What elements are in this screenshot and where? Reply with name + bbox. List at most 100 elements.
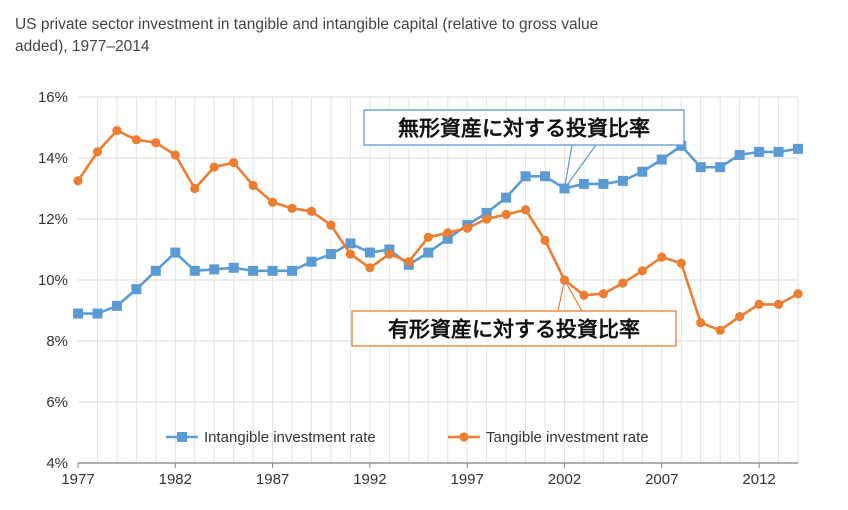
callout-pointer — [557, 279, 566, 312]
data-point-tangible — [306, 206, 317, 216]
data-point-tangible — [131, 135, 141, 145]
data-point-tangible — [482, 214, 492, 224]
data-point-intangible — [325, 249, 336, 260]
data-point-intangible — [578, 178, 589, 189]
data-point-tangible — [170, 150, 180, 160]
data-point-tangible — [637, 266, 647, 276]
y-tick-label: 14% — [38, 150, 68, 167]
data-point-tangible — [404, 257, 414, 267]
data-point-intangible — [695, 162, 706, 173]
data-point-tangible — [462, 223, 472, 233]
data-point-tangible — [326, 220, 336, 230]
x-tick-label: 1997 — [451, 471, 484, 488]
data-point-intangible — [656, 154, 667, 165]
data-point-intangible — [248, 265, 259, 276]
y-tick-label: 16% — [38, 89, 68, 106]
x-tick-label: 1977 — [61, 471, 94, 488]
data-point-tangible — [715, 325, 725, 335]
data-point-tangible — [190, 183, 200, 194]
chart-title-line-2: added), 1977–2014 — [15, 38, 150, 55]
x-tick-label: 1982 — [159, 471, 192, 488]
data-point-tangible — [793, 289, 803, 299]
data-point-intangible — [773, 146, 784, 157]
data-point-tangible — [345, 249, 356, 259]
data-point-intangible — [793, 143, 803, 154]
callout-pointer — [564, 144, 597, 189]
x-tick-label: 1992 — [353, 471, 386, 488]
data-point-tangible — [773, 299, 784, 309]
callout-pointer — [563, 144, 573, 189]
data-point-intangible — [442, 233, 453, 244]
data-point-intangible — [423, 247, 434, 258]
data-point-intangible — [228, 262, 239, 273]
data-point-tangible — [735, 312, 745, 322]
callout-pointer — [563, 279, 583, 312]
data-point-tangible — [540, 235, 550, 245]
data-point-intangible — [754, 146, 765, 157]
data-point-intangible — [189, 265, 200, 276]
data-point-intangible — [734, 149, 745, 160]
data-point-intangible — [111, 300, 122, 311]
data-point-intangible — [481, 207, 492, 218]
data-point-intangible — [598, 178, 609, 189]
data-point-tangible — [365, 263, 375, 273]
y-tick-label: 4% — [46, 455, 68, 472]
data-point-intangible — [617, 175, 628, 186]
data-point-tangible — [423, 232, 433, 242]
data-point-intangible — [676, 140, 687, 151]
data-point-intangible — [73, 308, 83, 319]
data-point-intangible — [131, 284, 142, 295]
x-tick-label: 2002 — [548, 471, 581, 488]
data-point-intangible — [715, 162, 726, 173]
series-line-1 — [76, 129, 799, 332]
data-point-tangible — [618, 278, 628, 288]
data-point-tangible — [112, 125, 122, 136]
data-point-tangible — [501, 209, 511, 220]
data-point-intangible — [209, 264, 220, 275]
y-tick-label: 8% — [46, 333, 68, 350]
chart-title: US private sector investment in tangible… — [15, 14, 815, 58]
callout-box — [363, 109, 685, 146]
data-point-intangible — [345, 238, 356, 249]
data-point-tangible — [520, 205, 531, 215]
y-tick-label: 10% — [38, 272, 68, 289]
data-point-tangible — [287, 203, 297, 213]
data-point-intangible — [520, 171, 531, 182]
y-tick-label: 6% — [46, 394, 68, 411]
data-point-tangible — [676, 258, 686, 268]
data-point-tangible — [229, 157, 239, 168]
data-point-tangible — [579, 290, 589, 300]
x-tick-label: 2007 — [645, 471, 678, 488]
legend-marker — [177, 432, 187, 442]
callout-label: 無形資産に対する投資比率 — [398, 117, 650, 141]
callout-label: 有形資産に対する投資比率 — [388, 318, 640, 342]
data-point-tangible — [267, 197, 278, 207]
chart-title-line-1: US private sector investment in tangible… — [15, 16, 599, 33]
data-point-intangible — [267, 265, 278, 276]
data-point-intangible — [92, 308, 103, 319]
legend-label: Tangible investment rate — [486, 429, 649, 446]
x-tick-label: 1987 — [256, 471, 289, 488]
data-point-tangible — [151, 138, 161, 148]
data-point-intangible — [150, 265, 161, 276]
data-point-intangible — [501, 192, 512, 203]
data-point-intangible — [540, 171, 551, 182]
data-point-intangible — [364, 247, 375, 258]
data-point-tangible — [598, 289, 609, 299]
data-point-tangible — [384, 249, 394, 259]
legend-item: Intangible investment rate — [166, 429, 376, 446]
data-point-tangible — [209, 162, 219, 172]
data-point-tangible — [696, 318, 706, 328]
data-point-tangible — [248, 180, 258, 191]
callout-box — [351, 310, 677, 347]
x-tick-label: 2012 — [742, 471, 775, 488]
y-tick-label: 12% — [38, 211, 68, 228]
data-point-tangible — [657, 252, 667, 262]
data-point-intangible — [637, 166, 648, 177]
legend-item: Tangible investment rate — [448, 429, 649, 446]
data-point-intangible — [287, 265, 298, 276]
data-point-intangible — [306, 256, 317, 267]
legend-marker — [459, 432, 469, 442]
data-point-intangible — [170, 247, 181, 258]
